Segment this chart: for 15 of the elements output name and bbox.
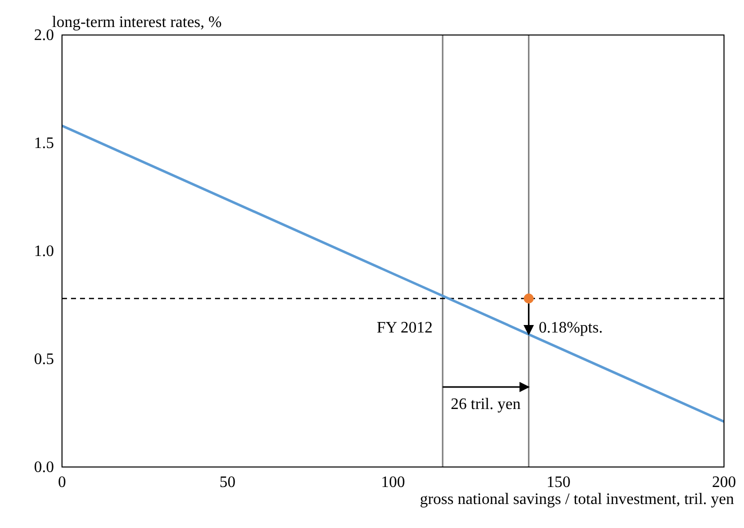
x-axis-title: gross national savings / total investment, tril. yen	[420, 491, 734, 508]
x-tick-label: 150	[546, 474, 570, 491]
annotation: 0.18%pts.	[538, 320, 603, 337]
x-tick-label: 50	[220, 474, 236, 491]
y-axis-title: long-term interest rates, %	[52, 14, 222, 31]
x-tick-label: 100	[381, 474, 405, 491]
y-tick-label: 0.5	[34, 351, 54, 368]
annotation: 26 tril. yen	[450, 396, 521, 413]
y-tick-label: 0.0	[34, 459, 54, 476]
y-tick-label: 1.5	[34, 135, 54, 152]
x-tick-label: 0	[58, 474, 66, 491]
y-tick-label: 1.0	[34, 243, 54, 260]
annotation: FY 2012	[376, 320, 433, 337]
y-tick-label: 2.0	[34, 27, 54, 44]
x-tick-label: 200	[712, 474, 736, 491]
